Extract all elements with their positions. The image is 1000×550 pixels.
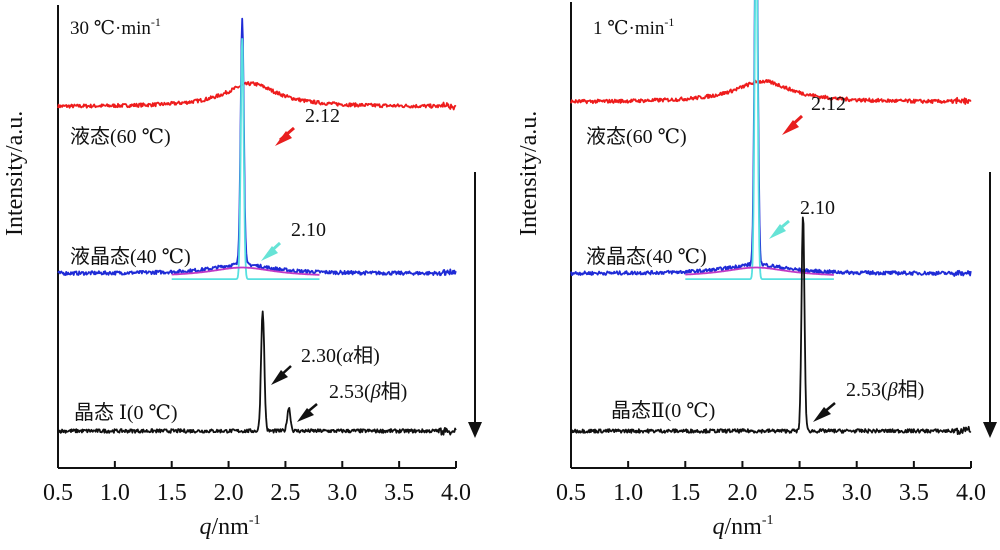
- right-panel: 0.5 1.0 1.5 2.0 2.5 3.0 3.5 4.0 Intensity/a.u. …: [516, 0, 997, 540]
- right-annotation-2.12: 2.12: [811, 93, 846, 115]
- right-rate-label: 1 ℃·min-1: [593, 15, 674, 39]
- left-arrow-2.53: [297, 403, 318, 422]
- left-series-2: [57, 310, 457, 436]
- alpha-end: 相): [353, 344, 380, 367]
- alpha-symbol: α: [343, 345, 354, 367]
- left-cooling-arrow: [468, 172, 482, 438]
- x-label-sup: -1: [249, 513, 261, 528]
- x-tick-label: 3.5: [899, 480, 929, 506]
- beta-symbol: β: [887, 379, 898, 401]
- x-label-unit: /nm: [724, 514, 762, 540]
- right-annotation-2.53-beta: 2.53(β相): [846, 378, 924, 401]
- x-tick-label: 3.0: [842, 480, 872, 506]
- x-tick-label: 4.0: [441, 480, 471, 506]
- x-tick-label: 0.5: [556, 480, 586, 506]
- right-cooling-arrow: [983, 172, 997, 438]
- right-label-crystal-II: 晶态Ⅱ(0 ℃): [611, 399, 715, 422]
- x-tick-label: 1.5: [157, 480, 187, 506]
- rate-sup: -1: [151, 15, 161, 29]
- rate-text: 1 ℃·min: [593, 18, 665, 39]
- left-label-liquid-crystal: 液晶态(40 ℃): [70, 245, 191, 268]
- beta-symbol: β: [370, 381, 381, 403]
- left-arrow-2.30: [271, 365, 292, 385]
- left-arrow-2.12: [275, 126, 295, 146]
- left-x-ticks: 0.5 1.0 1.5 2.0 2.5 3.0 3.5 4.0: [43, 461, 471, 506]
- left-label-crystal-I: 晶态 Ⅰ(0 ℃): [74, 401, 178, 424]
- left-rate-label: 30 ℃·min-1: [70, 15, 161, 39]
- left-annotation-2.10: 2.10: [291, 219, 326, 241]
- x-tick-label: 2.5: [785, 480, 815, 506]
- left-annotation-2.53-beta: 2.53(β相): [329, 380, 407, 403]
- left-series-1: [57, 17, 457, 277]
- right-arrow-2.12: [782, 114, 804, 135]
- x-tick-label: 1.5: [670, 480, 700, 506]
- x-label-q: q: [199, 514, 211, 540]
- x-tick-label: 4.0: [956, 480, 986, 506]
- x-tick-label: 1.0: [100, 480, 130, 506]
- left-sharp-fit: [171, 38, 320, 281]
- left-curves: [57, 17, 457, 436]
- beta-value: 2.53(: [329, 381, 371, 403]
- x-label-sup: -1: [762, 513, 774, 528]
- left-annotation-2.30-alpha: 2.30(α相): [301, 344, 380, 367]
- left-panel: 0.5 1.0 1.5 2.0 2.5 3.0 3.5 4.0 Intensity/a.u. …: [2, 5, 482, 540]
- beta-end: 相): [381, 380, 408, 403]
- right-x-ticks: 0.5 1.0 1.5 2.0 2.5 3.0 3.5 4.0: [556, 461, 986, 506]
- left-x-axis-label: q/nm-1: [199, 513, 260, 540]
- right-arrow-2.10: [769, 219, 790, 239]
- alpha-value: 2.30(: [301, 345, 343, 367]
- x-tick-label: 1.0: [613, 480, 643, 506]
- right-annotation-2.10: 2.10: [800, 197, 835, 219]
- x-label-q: q: [712, 514, 724, 540]
- right-label-liquid-crystal: 液晶态(40 ℃): [586, 245, 707, 268]
- right-broad-fit: [685, 266, 834, 276]
- left-broad-fit: [171, 266, 320, 276]
- right-x-axis-label: q/nm-1: [712, 513, 773, 540]
- beta-value: 2.53(: [846, 379, 888, 401]
- right-label-liquid: 液态(60 ℃): [586, 125, 687, 148]
- rate-sup: -1: [664, 15, 674, 29]
- right-y-axis-label: Intensity/a.u.: [516, 111, 542, 236]
- left-y-axis-label: Intensity/a.u.: [2, 111, 28, 236]
- left-annotation-2.12: 2.12: [305, 105, 340, 127]
- x-tick-label: 3.5: [384, 480, 414, 506]
- right-sharp-fit: [685, 0, 834, 281]
- right-arrow-2.53: [813, 402, 836, 422]
- right-series-0: [570, 79, 972, 105]
- x-tick-label: 2.5: [270, 480, 300, 506]
- right-curves: [570, 0, 972, 436]
- x-tick-label: 2.0: [727, 480, 757, 506]
- x-label-unit: /nm: [211, 514, 249, 540]
- x-tick-label: 2.0: [214, 480, 244, 506]
- right-series-2: [570, 216, 972, 436]
- right-series-1: [570, 0, 972, 277]
- x-tick-label: 3.0: [327, 480, 357, 506]
- left-series-0: [57, 81, 457, 111]
- left-label-liquid: 液态(60 ℃): [70, 125, 171, 148]
- beta-end: 相): [898, 378, 925, 401]
- rate-text: 30 ℃·min: [70, 18, 151, 39]
- left-arrow-2.10: [261, 241, 282, 261]
- x-tick-label: 0.5: [43, 480, 73, 506]
